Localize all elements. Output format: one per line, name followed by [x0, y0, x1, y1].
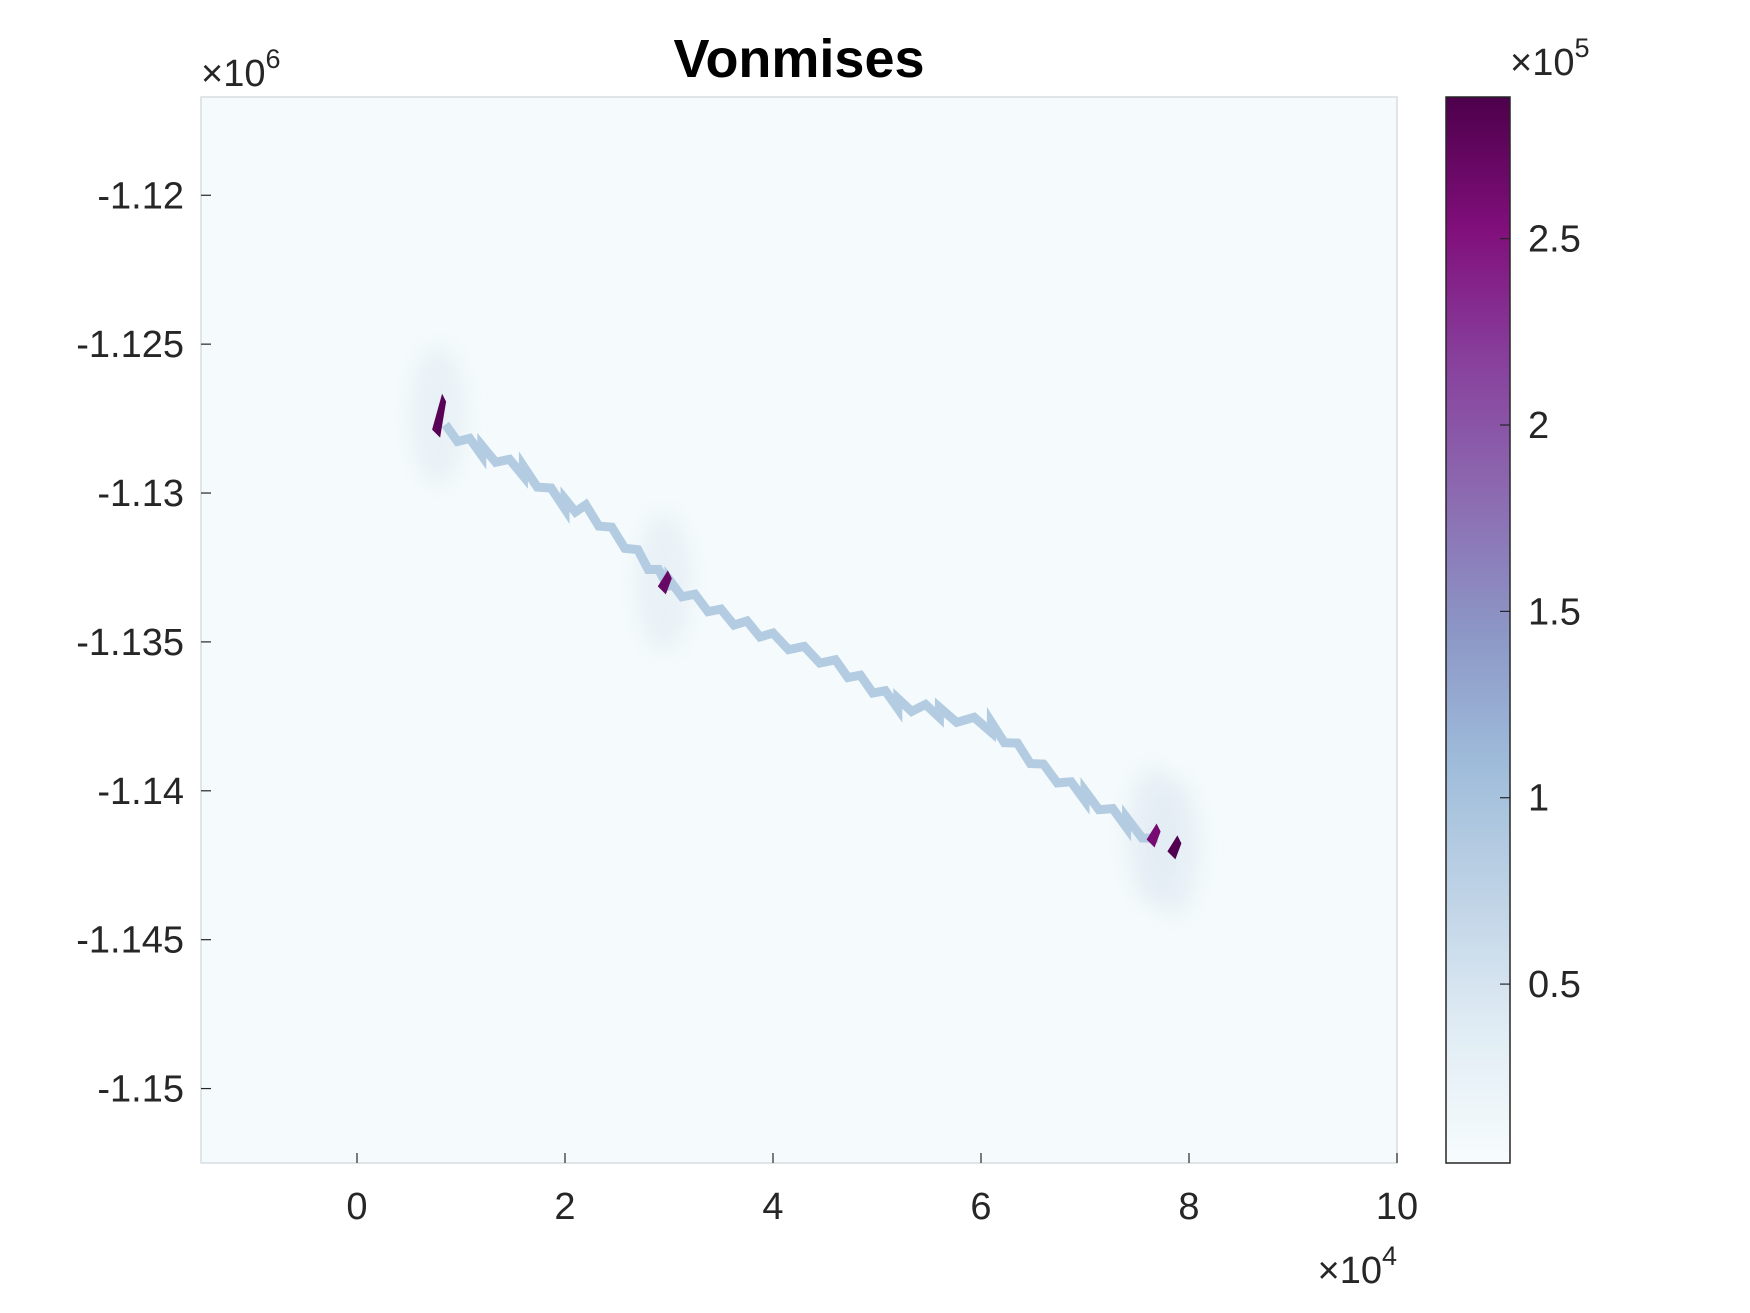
plot-area — [201, 97, 1397, 1163]
y-tick-label: -1.13 — [97, 473, 184, 515]
plot-frame — [200, 96, 1398, 1164]
y-tick-label: -1.15 — [97, 1069, 184, 1111]
x-tick-label: 6 — [970, 1186, 991, 1228]
x-tick-label: 0 — [346, 1186, 367, 1228]
colorbar-tick-label: 1 — [1528, 778, 1549, 820]
x-axis-ticks: 0 2 4 6 8 10 — [346, 1153, 1418, 1228]
hotspot-0 — [432, 393, 447, 438]
plot-content — [410, 345, 1202, 918]
colorbar-exponent-power: 5 — [1574, 33, 1589, 63]
colorbar-exponent-label: ×105 — [1510, 33, 1590, 84]
y-tick-label: -1.135 — [76, 622, 184, 664]
x-tick-label: 8 — [1178, 1186, 1199, 1228]
x-tick-label: 4 — [762, 1186, 783, 1228]
colorbar-exponent-base: ×10 — [1510, 42, 1574, 84]
y-tick-label: -1.145 — [76, 920, 184, 962]
y-tick-label: -1.125 — [76, 324, 184, 366]
x-axis-exponent-label: ×104 — [1318, 1241, 1398, 1292]
y-tick-label: -1.14 — [97, 771, 184, 813]
y-exponent-base: ×10 — [201, 53, 265, 95]
hotspot-1 — [657, 570, 672, 595]
colorbar-ticks: 0.5 1 1.5 2 2.5 — [1500, 219, 1581, 1006]
chart-title: Vonmises — [673, 29, 924, 89]
x-exponent-base: ×10 — [1318, 1250, 1382, 1292]
colorbar-tick-label: 1.5 — [1528, 591, 1581, 633]
x-tick-label: 10 — [1376, 1186, 1418, 1228]
y-axis-exponent-label: ×106 — [201, 44, 281, 95]
fracture-path — [441, 421, 1158, 843]
hotspot-2 — [1146, 823, 1161, 848]
hotspot-3 — [1167, 835, 1182, 860]
colorbar-tick-label: 2 — [1528, 405, 1549, 447]
x-tick-label: 2 — [554, 1186, 575, 1228]
y-exponent-power: 6 — [265, 44, 280, 74]
y-axis-ticks: -1.12 -1.125 -1.13 -1.135 -1.14 -1.145 -1.15 — [76, 175, 211, 1111]
colorbar — [1445, 96, 1511, 1164]
colorbar-tick-label: 2.5 — [1528, 219, 1581, 261]
colorbar-tick-label: 0.5 — [1528, 964, 1581, 1006]
x-exponent-power: 4 — [1382, 1241, 1397, 1271]
y-tick-label: -1.12 — [97, 175, 184, 217]
